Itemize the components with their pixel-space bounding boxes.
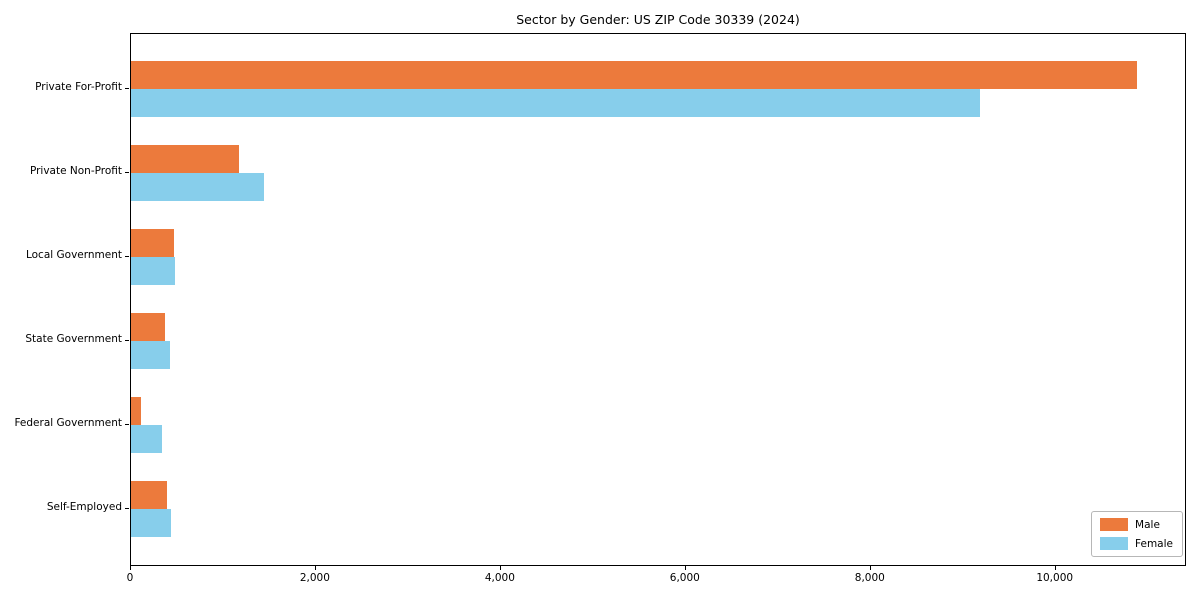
- bar-female-local-government: [131, 257, 175, 285]
- x-tick: [499, 566, 501, 570]
- bar-male-federal-government: [131, 397, 142, 425]
- x-tick-label-10000: 10,000: [1036, 572, 1074, 584]
- y-tick: [125, 256, 129, 257]
- bar-male-local-government: [131, 229, 175, 257]
- x-tick: [130, 566, 131, 570]
- legend-label-female: Female: [1135, 537, 1173, 550]
- x-tick-label-0: 0: [126, 572, 134, 584]
- bar-male-private-for-profit: [131, 61, 1137, 89]
- x-tick: [869, 566, 871, 570]
- bar-female-private-non-profit: [131, 173, 264, 201]
- x-tick-label-4000: 4,000: [484, 572, 515, 584]
- category-label-state-government: State Government: [25, 333, 122, 345]
- y-tick: [125, 340, 129, 341]
- y-tick: [125, 424, 129, 425]
- category-label-private-for-profit: Private For-Profit: [35, 81, 122, 93]
- x-tick-label-8000: 8,000: [854, 572, 885, 584]
- y-tick: [125, 88, 129, 89]
- bar-female-federal-government: [131, 425, 162, 453]
- bar-female-state-government: [131, 341, 170, 369]
- x-tick-label-6000: 6,000: [669, 572, 700, 584]
- legend-label-male: Male: [1135, 518, 1160, 531]
- female-color-swatch: [1100, 537, 1129, 550]
- x-tick: [1054, 566, 1056, 570]
- category-label-self-employed: Self-Employed: [46, 501, 122, 513]
- category-label-federal-government: Federal Government: [14, 417, 122, 429]
- bar-female-self-employed: [131, 509, 171, 537]
- legend: Male Female: [1091, 511, 1183, 557]
- y-tick: [125, 508, 129, 509]
- bar-male-private-non-profit: [131, 145, 239, 173]
- chart-title: Sector by Gender: US ZIP Code 30339 (202…: [516, 12, 800, 27]
- bar-male-state-government: [131, 313, 165, 341]
- bar-female-private-for-profit: [131, 89, 980, 117]
- legend-item-female: Female: [1100, 537, 1173, 550]
- x-tick-label-2000: 2,000: [299, 572, 330, 584]
- male-color-swatch: [1100, 518, 1129, 531]
- plot-area: [130, 33, 1186, 566]
- x-tick: [684, 566, 686, 570]
- y-tick: [125, 172, 129, 173]
- x-tick: [314, 566, 316, 570]
- bar-male-self-employed: [131, 481, 167, 509]
- legend-item-male: Male: [1100, 518, 1173, 531]
- category-label-private-non-profit: Private Non-Profit: [29, 165, 122, 177]
- category-label-local-government: Local Government: [25, 249, 122, 261]
